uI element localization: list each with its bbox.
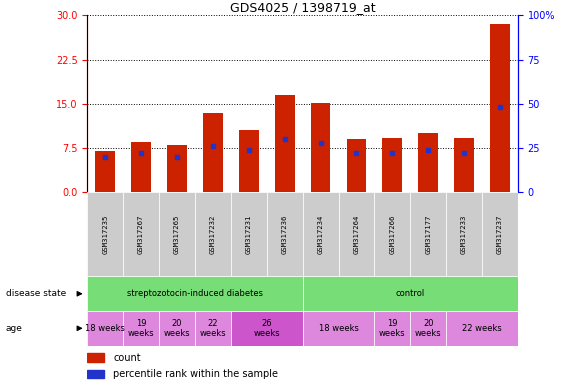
Text: GSM317266: GSM317266 (390, 215, 395, 254)
Text: 19
weeks: 19 weeks (379, 319, 406, 338)
Bar (490, 24, 510, 192)
Bar (239, 130, 258, 192)
Bar (95, 151, 115, 192)
Text: count: count (113, 353, 141, 362)
Text: GSM317233: GSM317233 (461, 215, 467, 254)
Text: 20
weeks: 20 weeks (415, 319, 441, 338)
Text: GSM317236: GSM317236 (282, 215, 288, 254)
Text: 20
weeks: 20 weeks (164, 319, 190, 338)
Text: disease state: disease state (6, 289, 66, 298)
Point (316, 139, 325, 146)
Bar (131, 142, 151, 192)
Text: GSM317232: GSM317232 (210, 215, 216, 254)
Text: GSM317264: GSM317264 (354, 215, 359, 254)
Point (244, 147, 253, 153)
Point (280, 136, 289, 142)
Bar (87, 311, 123, 346)
Text: GSM317267: GSM317267 (138, 215, 144, 254)
Text: percentile rank within the sample: percentile rank within the sample (113, 369, 278, 379)
Bar (338, 192, 374, 276)
Point (101, 154, 110, 160)
Text: control: control (396, 289, 425, 298)
Point (172, 154, 181, 160)
Text: GSM317237: GSM317237 (497, 215, 503, 254)
Bar (203, 113, 223, 192)
Text: GSM317231: GSM317231 (246, 215, 252, 254)
Point (459, 150, 468, 156)
Text: 18 weeks: 18 weeks (319, 324, 359, 333)
Text: GSM317265: GSM317265 (174, 215, 180, 254)
Bar (87, 276, 303, 311)
Bar (410, 192, 446, 276)
Bar (446, 311, 518, 346)
Bar (87, 192, 123, 276)
Point (424, 147, 433, 153)
Text: GSM317234: GSM317234 (318, 215, 324, 254)
Bar (275, 95, 294, 192)
Text: GSM317235: GSM317235 (102, 215, 108, 254)
Point (137, 150, 146, 156)
Title: GDS4025 / 1398719_at: GDS4025 / 1398719_at (230, 1, 376, 14)
Bar (195, 192, 231, 276)
Bar (123, 192, 159, 276)
Bar (303, 311, 374, 346)
Bar (267, 192, 303, 276)
Bar (454, 138, 474, 192)
Text: 22
weeks: 22 weeks (199, 319, 226, 338)
Bar (382, 138, 402, 192)
Bar (87, 353, 105, 362)
Bar (159, 192, 195, 276)
Point (208, 143, 217, 149)
Bar (347, 139, 367, 192)
Text: 26
weeks: 26 weeks (253, 319, 280, 338)
Bar (446, 192, 482, 276)
Bar (159, 311, 195, 346)
Bar (374, 311, 410, 346)
Bar (303, 276, 518, 311)
Text: GSM317177: GSM317177 (425, 215, 431, 254)
Bar (195, 311, 231, 346)
Bar (167, 145, 187, 192)
Bar (311, 103, 330, 192)
Text: age: age (6, 324, 23, 333)
Bar (410, 311, 446, 346)
Text: 22 weeks: 22 weeks (462, 324, 502, 333)
Bar (123, 311, 159, 346)
Bar (87, 370, 105, 378)
Bar (482, 192, 518, 276)
Text: 18 weeks: 18 weeks (85, 324, 125, 333)
Bar (231, 192, 267, 276)
Bar (303, 192, 338, 276)
Bar (231, 311, 303, 346)
Bar (374, 192, 410, 276)
Bar (418, 133, 438, 192)
Point (388, 150, 397, 156)
Point (352, 150, 361, 156)
Text: streptozotocin-induced diabetes: streptozotocin-induced diabetes (127, 289, 263, 298)
Text: 19
weeks: 19 weeks (128, 319, 154, 338)
Point (495, 104, 504, 110)
